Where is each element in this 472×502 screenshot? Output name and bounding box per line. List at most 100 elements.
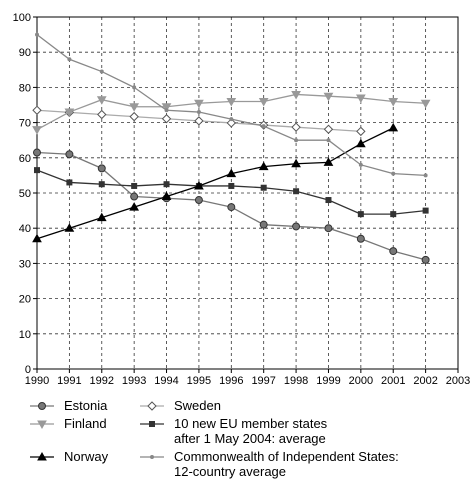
marker [150, 455, 154, 459]
x-tick-label: 1995 [187, 375, 211, 387]
x-tick-label: 1994 [154, 375, 178, 387]
marker [163, 181, 170, 188]
marker [38, 402, 46, 410]
legend-label: Estonia [64, 398, 108, 413]
legend-entry: Estonia [28, 398, 138, 413]
x-tick-label: 1993 [122, 375, 146, 387]
marker [388, 97, 399, 107]
marker [388, 122, 399, 132]
legend: Estonia Sweden Finland 10 new EU member sta… [28, 398, 468, 479]
marker [32, 233, 42, 243]
marker [32, 126, 42, 135]
marker [99, 69, 104, 74]
marker [324, 224, 333, 233]
marker [37, 420, 47, 430]
marker [291, 158, 301, 168]
marker [391, 171, 396, 176]
marker [291, 122, 301, 132]
y-tick-label: 80 [19, 82, 31, 94]
marker [194, 180, 204, 190]
legend-icon [140, 455, 164, 459]
marker [358, 162, 363, 167]
marker [96, 212, 107, 222]
marker [66, 179, 73, 186]
y-tick-label: 60 [19, 153, 31, 165]
marker [323, 157, 334, 166]
marker [260, 184, 267, 191]
marker [389, 247, 398, 256]
marker [259, 220, 268, 229]
marker [325, 197, 332, 204]
series-line [36, 127, 394, 240]
marker [292, 222, 301, 231]
marker [194, 116, 204, 126]
legend-icon [30, 402, 54, 410]
x-tick-label: 2001 [381, 375, 405, 387]
marker [258, 97, 269, 107]
marker [194, 99, 204, 109]
x-tick-label: 2002 [413, 375, 437, 387]
marker [355, 94, 366, 103]
plot-frame [36, 16, 459, 370]
marker [323, 92, 334, 102]
marker [96, 96, 107, 105]
marker [97, 109, 107, 120]
legend-label: Norway [64, 449, 109, 464]
marker [258, 161, 269, 171]
marker [33, 148, 41, 157]
marker [161, 103, 172, 112]
marker [226, 118, 237, 128]
x-tick-label: 1997 [251, 375, 275, 387]
marker [67, 57, 72, 62]
legend-entry: Sweden [138, 398, 458, 413]
x-tick-label: 1996 [219, 375, 243, 387]
marker [65, 150, 74, 159]
chart: 0 10 20 30 40 50 60 70 80 90 100 1990 1991 1992 1993 19… [13, 12, 471, 387]
y-tick-label: 20 [19, 294, 31, 306]
legend-entry: Finland [28, 416, 138, 446]
legend-label: Finland [64, 416, 107, 431]
x-tick-label: 2000 [349, 375, 373, 387]
marker [356, 234, 365, 243]
marker [161, 191, 172, 201]
marker [129, 202, 140, 211]
legend-entry: 10 new EU member states after 1 May 2004… [138, 416, 458, 446]
marker [421, 255, 430, 264]
x-tick-label: 2003 [446, 375, 470, 387]
marker [326, 138, 331, 143]
marker [226, 168, 237, 178]
y-tick-label: 100 [13, 12, 31, 24]
y-tick-label: 70 [19, 118, 31, 130]
marker [323, 124, 334, 134]
y-tick-label: 50 [19, 188, 31, 200]
marker [97, 164, 106, 173]
marker [390, 211, 397, 218]
y-tick-label: 90 [19, 47, 31, 59]
marker [129, 111, 139, 122]
marker [261, 124, 266, 129]
marker [293, 188, 300, 195]
marker [149, 421, 155, 427]
x-tick-label: 1990 [25, 375, 49, 387]
marker [98, 181, 105, 188]
marker [164, 108, 169, 113]
marker [226, 97, 237, 107]
marker [227, 203, 236, 212]
x-tick-label: 1992 [90, 375, 114, 387]
marker [161, 114, 172, 124]
marker [132, 85, 137, 90]
marker [32, 105, 42, 115]
marker [35, 32, 39, 37]
legend-icon [30, 420, 54, 430]
marker [356, 126, 366, 137]
marker [422, 207, 429, 214]
legend-icon [30, 451, 54, 461]
marker [229, 117, 234, 122]
legend-entry: Commonwealth of Independent States: 12-c… [138, 449, 458, 479]
legend-label: Commonwealth of Independent States: 12-c… [174, 449, 399, 479]
legend-icon [140, 401, 164, 411]
legend-label: 10 new EU member states after 1 May 2004… [174, 416, 328, 446]
marker [64, 108, 75, 118]
marker [34, 167, 40, 174]
